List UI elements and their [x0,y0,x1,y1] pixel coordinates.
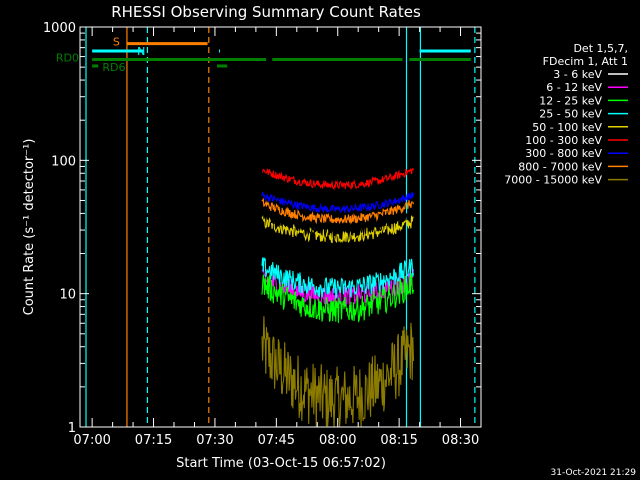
x-axis-label: Start Time (03-Oct-15 06:57:02) [176,456,386,471]
x-tick-label-2: 07:30 [196,433,233,448]
flag-label-s: S [113,36,120,49]
chart-title: RHESSI Observing Summary Count Rates [111,3,421,21]
x-tick-label-3: 07:45 [258,433,295,448]
y-tick-label-0: 1 [68,421,76,436]
vertical-markers [85,27,476,427]
flag-label-n: N [137,45,145,58]
legend-entry-4: 50 - 100 keV [532,121,602,134]
series-line-6 [261,191,415,214]
footer-timestamp: 31-Oct-2021 21:29 [551,468,637,478]
flag-bars: S N RD0 RD6 [56,36,471,74]
x-tick-label-5: 08:15 [380,433,417,448]
series-line-3 [261,257,415,299]
legend-header-0: Det 1,5,7, [573,42,628,55]
legend-entry-2: 12 - 25 keV [539,94,602,107]
y-tick-label-3: 1000 [43,21,76,36]
legend-entry-8: 7000 - 15000 keV [504,174,602,187]
x-tick-label-4: 08:00 [319,433,356,448]
legend-entry-7: 800 - 7000 keV [518,160,602,173]
legend-entry-1: 6 - 12 keV [546,81,602,94]
y-tick-label-2: 100 [51,154,76,169]
flag-label-rd0: RD0 [56,52,79,65]
legend-entry-5: 100 - 300 keV [525,134,602,147]
legend-header-1: FDecim 1, Att 1 [543,55,628,68]
flag-label-rd6: RD6 [102,61,125,74]
series-line-5 [261,167,415,191]
x-tick-label-6: 08:30 [442,433,479,448]
series-line-7 [261,197,415,225]
series-line-0 [261,204,415,238]
series-line-8 [261,316,415,428]
x-tick-label-1: 07:15 [135,433,172,448]
series-line-4 [261,215,414,244]
axis-ticks: 1 10 100 1000 07:00 07:15 07:30 07:45 08:00 08:15… [43,21,482,448]
legend-entry-6: 300 - 800 keV [525,147,602,160]
legend-entry-3: 25 - 50 keV [539,108,602,121]
y-tick-label-1: 10 [59,288,76,303]
series-lines [261,167,415,428]
y-axis-label: Count Rate (s⁻¹ detector⁻¹) [22,139,37,316]
plot-frame [79,26,482,428]
series-line-2 [261,273,415,324]
x-tick-label-0: 07:00 [73,433,110,448]
legend-entry-0: 3 - 6 keV [553,68,602,81]
